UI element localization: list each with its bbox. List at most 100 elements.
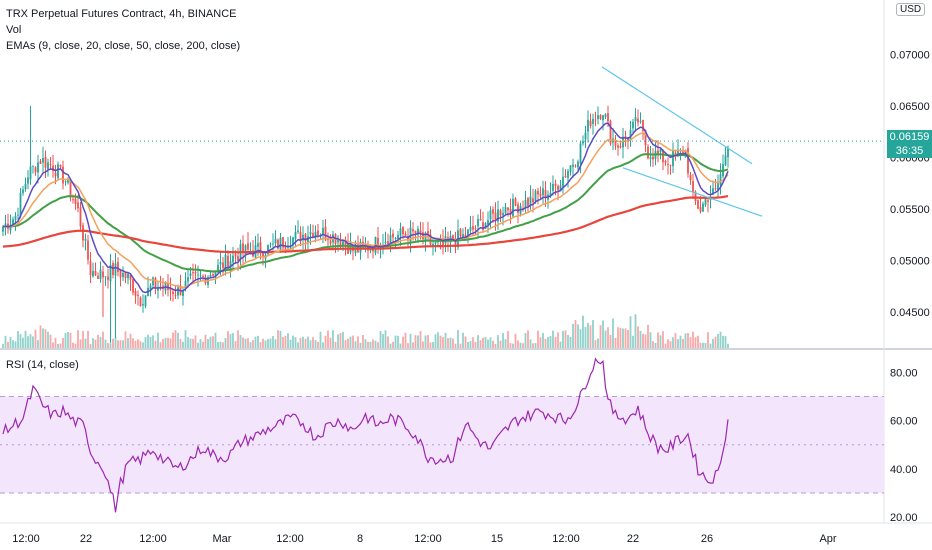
candle-body	[579, 143, 582, 164]
candle-body	[302, 234, 304, 241]
candle-body	[359, 241, 362, 253]
candle-body	[644, 129, 647, 146]
volume-bar	[222, 342, 224, 348]
volume-bar	[297, 342, 299, 348]
volume-bar	[49, 334, 52, 348]
candle-body	[714, 188, 717, 190]
candle-body	[414, 230, 417, 234]
candle-body	[127, 273, 129, 279]
volume-bar	[539, 337, 542, 348]
candle-body	[377, 237, 379, 249]
candle-body	[442, 239, 444, 245]
rsi-axis-label: 60.00	[890, 416, 918, 428]
candle-body	[529, 196, 532, 205]
volume-bar	[379, 331, 382, 348]
volume-bar	[472, 337, 474, 348]
volume-bar	[662, 331, 664, 348]
volume-bar	[54, 337, 57, 348]
candle-body	[292, 237, 294, 246]
candle-body	[464, 234, 467, 238]
candle-body	[649, 157, 652, 160]
ema-legend[interactable]: EMAs (9, close, 20, close, 50, close, 20…	[6, 40, 241, 52]
volume-legend[interactable]: Vol	[6, 24, 22, 36]
price-axis-label: 0.06500	[890, 101, 930, 113]
volume-bar	[432, 342, 434, 348]
volume-bar	[24, 330, 27, 348]
candle-body	[489, 210, 492, 220]
volume-bar	[332, 330, 334, 348]
symbol-legend[interactable]: TRX Perpetual Futures Contract, 4h, BINA…	[6, 8, 237, 20]
volume-bar	[634, 314, 637, 348]
candle-body	[119, 270, 122, 278]
volume-bar	[264, 340, 267, 348]
candle-body	[619, 145, 622, 148]
candle-body	[34, 167, 37, 173]
volume-bar	[632, 335, 634, 348]
volume-bar	[597, 338, 599, 348]
volume-bar	[639, 330, 642, 348]
candle-body	[167, 282, 169, 290]
volume-bar	[562, 330, 564, 348]
volume-bar	[689, 337, 692, 348]
volume-bar	[594, 340, 597, 348]
volume-bar	[9, 337, 12, 348]
volume-bar	[437, 332, 439, 348]
candle-body	[122, 272, 124, 278]
volume-bar	[292, 335, 294, 348]
volume-bar	[452, 338, 454, 348]
currency-badge[interactable]: USD	[896, 3, 926, 16]
candle-body	[192, 272, 194, 274]
volume-bar	[404, 332, 407, 348]
rsi-line	[2, 357, 729, 513]
volume-bar	[387, 336, 389, 348]
volume-bar	[77, 330, 79, 348]
candle-body	[632, 121, 634, 129]
volume-bar	[677, 339, 679, 348]
candle-body	[429, 234, 432, 245]
volume-bar	[717, 333, 719, 348]
candle-body	[169, 288, 172, 291]
volume-bar	[329, 337, 332, 348]
candle-body	[134, 290, 137, 296]
candle-body	[342, 241, 344, 246]
candle-body	[607, 113, 609, 122]
candle-body	[642, 119, 644, 131]
candle-body	[72, 199, 74, 201]
candle-body	[657, 150, 659, 155]
candle-body	[214, 271, 217, 278]
candle-body	[117, 261, 119, 272]
candle-body	[492, 209, 494, 214]
volume-bar	[12, 340, 14, 348]
volume-bar	[617, 327, 619, 348]
rsi-legend[interactable]: RSI (14, close)	[6, 359, 79, 371]
candle-body	[467, 229, 469, 236]
volume-bar	[477, 335, 479, 348]
volume-bar	[514, 333, 517, 348]
time-axis-label: 15	[491, 533, 503, 545]
candle-body	[14, 216, 17, 220]
volume-bar	[604, 330, 607, 348]
volume-bar	[467, 341, 469, 348]
volume-bar	[722, 335, 724, 348]
volume-bar	[159, 342, 162, 348]
volume-bar	[344, 340, 347, 348]
candle-body	[67, 178, 69, 183]
time-axis-label: Apr	[819, 533, 836, 545]
volume-bar	[409, 333, 412, 348]
candle-body	[184, 280, 187, 290]
candle-body	[392, 233, 394, 238]
price-axis-label: 0.04500	[890, 307, 930, 319]
volume-bar	[592, 320, 594, 348]
volume-bar	[679, 335, 682, 348]
candle-body	[27, 177, 29, 184]
volume-bar	[454, 343, 457, 348]
volume-bar	[504, 339, 507, 348]
volume-bar	[659, 335, 662, 348]
volume-bar	[627, 330, 629, 348]
candle-body	[54, 172, 57, 177]
candle-body	[577, 161, 579, 168]
volume-bar	[22, 337, 24, 348]
volume-bar	[489, 337, 492, 348]
rsi-axis-label: 80.00	[890, 367, 918, 379]
